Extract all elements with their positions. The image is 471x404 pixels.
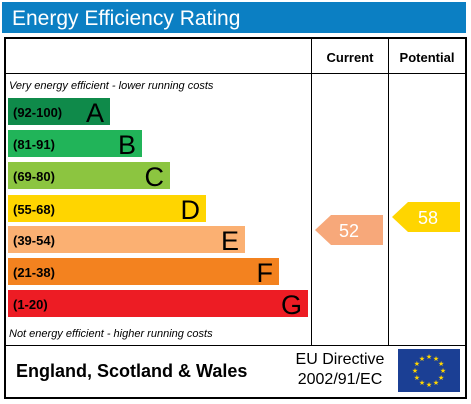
band-range: (1-20) — [13, 297, 48, 312]
band-letter: D — [180, 195, 201, 225]
flag-star-icon: ★ — [433, 355, 439, 363]
flag-star-icon: ★ — [419, 379, 425, 387]
band-g: (1-20) G — [8, 290, 308, 320]
column-divider-current — [311, 39, 312, 345]
current-rating-arrow: 52 — [315, 215, 383, 245]
band-range: (21-38) — [13, 265, 55, 280]
flag-star-icon: ★ — [412, 367, 418, 375]
band-f: (21-38) F — [8, 258, 279, 288]
flag-star-icon: ★ — [426, 381, 432, 389]
country-label: England, Scotland & Wales — [16, 361, 248, 381]
band-e: (39-54) E — [8, 226, 245, 256]
band-d: (55-68) D — [8, 195, 206, 225]
potential-arrow-shape — [392, 202, 460, 232]
eu-flag-icon: ★ ★ ★ ★ ★ ★ ★ ★ ★ ★ ★ ★ — [398, 349, 460, 392]
rating-panel — [4, 37, 467, 399]
current-rating-value: 52 — [339, 221, 360, 241]
flag-star-icon: ★ — [433, 379, 439, 387]
column-divider-potential — [388, 39, 389, 345]
potential-rating-arrow: 58 — [392, 202, 460, 232]
band-letter: G — [280, 290, 302, 320]
footer-divider — [6, 345, 465, 346]
header-row-divider — [6, 73, 465, 74]
band-letter: E — [220, 226, 239, 256]
top-note: Very energy efficient - lower running co… — [9, 80, 214, 92]
flag-star-icon: ★ — [426, 353, 432, 361]
flag-star-icon: ★ — [440, 367, 446, 375]
current-arrow-shape — [315, 215, 383, 245]
potential-rating-value: 58 — [418, 208, 439, 228]
band-letter: F — [256, 258, 274, 288]
band-range: (81-91) — [13, 137, 55, 152]
flag-star-icon: ★ — [414, 374, 420, 382]
band-range: (92-100) — [13, 105, 63, 120]
flag-star-icon: ★ — [414, 360, 420, 368]
potential-column-header: Potential — [399, 50, 455, 65]
flag-star-icon: ★ — [438, 374, 444, 382]
band-letter: A — [85, 98, 104, 128]
band-c: (69-80) C — [8, 162, 170, 192]
eu-directive: EU Directive 2002/91/EC — [280, 350, 400, 390]
directive-line-1: EU Directive — [295, 351, 385, 368]
band-range: (69-80) — [13, 169, 55, 184]
band-range: (55-68) — [13, 202, 55, 217]
band-letter: B — [117, 130, 136, 160]
flag-star-icon: ★ — [419, 355, 425, 363]
band-range: (39-54) — [13, 233, 55, 248]
flag-star-icon: ★ — [438, 360, 444, 368]
chart-title: Energy Efficiency Rating — [2, 2, 466, 33]
bottom-note: Not energy efficient - higher running co… — [9, 328, 213, 340]
current-column-header: Current — [326, 50, 374, 65]
band-a: (92-100) A — [8, 98, 110, 128]
band-b: (81-91) B — [8, 130, 142, 160]
directive-line-2: 2002/91/EC — [297, 371, 383, 388]
band-letter: C — [144, 162, 165, 192]
